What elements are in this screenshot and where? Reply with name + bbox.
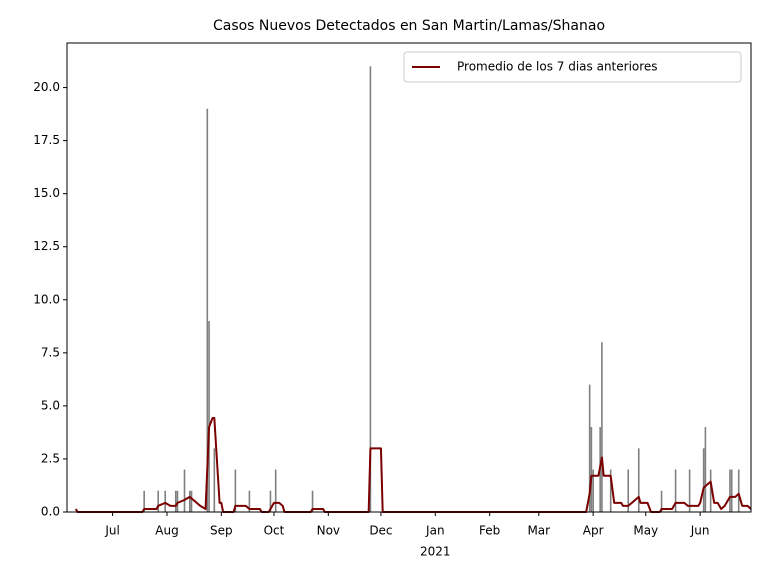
bar [588,384,591,512]
bar [601,342,603,512]
bar [674,469,677,512]
y-tick-label: 17.5 [33,133,60,147]
bar [143,490,145,512]
bar [174,490,177,512]
bar [190,490,193,512]
bar [688,469,691,512]
bar [206,108,209,513]
bar [369,66,372,512]
plot-frame [66,42,752,513]
y-tick-label: 0.0 [41,505,60,519]
bar [164,490,167,512]
x-tick-label: Sep [210,524,233,538]
bar [592,469,594,512]
bar [702,448,705,512]
bar [157,490,159,512]
x-tick-label: Apr [583,524,604,538]
x-tick-label: Nov [317,524,340,538]
bar [627,469,630,512]
bar [637,448,640,512]
y-tick-label: 2.5 [41,451,60,465]
line [74,416,752,513]
x-tick-label: Mar [527,524,550,538]
bar [188,490,191,512]
legend-label: Promedio de los 7 dias anteriores [457,60,658,74]
bar [269,490,272,512]
bar [730,469,733,512]
bar [709,469,712,512]
bar [274,469,277,512]
bar [737,469,740,512]
bar [729,469,731,512]
x-tick-label: Oct [264,524,285,538]
x-tick-label: Aug [155,524,178,538]
y-tick-label: 15.0 [33,186,60,200]
y-tick-label: 12.5 [33,239,60,253]
bar [609,469,612,512]
bar [176,490,179,512]
bar [213,448,216,512]
x-tick-label: Jun [690,524,710,538]
x-tick-label: Dec [369,524,392,538]
y-tick-label: 5.0 [41,398,60,412]
y-tick-label: 7.5 [41,345,60,359]
y-tick-label: 20.0 [33,80,60,94]
x-tick-label: Jan [425,524,445,538]
x-tick-label: Jul [104,524,119,538]
legend-box [403,51,742,83]
x-tick-sublabel: 2021 [420,545,451,559]
x-tick-label: May [633,524,658,538]
bar [704,427,707,512]
bar [590,427,593,512]
bar [208,321,210,512]
x-tick-label: Feb [479,524,500,538]
bar [660,490,663,512]
bar [234,469,237,512]
chart-title: Casos Nuevos Detectados en San Martin/La… [213,18,605,34]
bar [248,490,251,512]
y-tick-label: 10.0 [33,292,60,306]
bar [183,469,186,512]
bar [311,490,314,512]
